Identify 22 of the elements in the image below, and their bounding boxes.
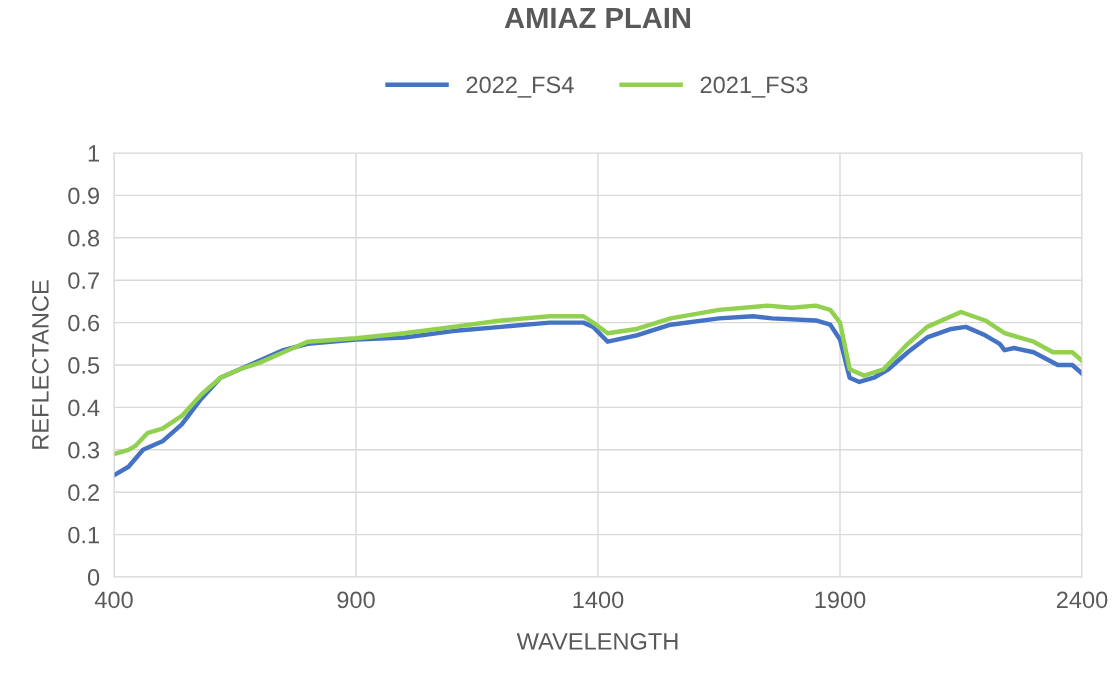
x-axis-title: WAVELENGTH	[516, 632, 678, 650]
x-tick-label: 1900	[815, 591, 866, 609]
legend-label: 2021_FS3	[700, 76, 808, 98]
y-tick-label: 0	[87, 569, 100, 586]
x-tick-label: 1400	[573, 591, 624, 609]
x-tick-label: 400	[94, 591, 133, 609]
line-series	[114, 303, 1082, 457]
legend-label: 2022_FS4	[466, 76, 574, 98]
y-axis-title: REFLECTANCE	[32, 280, 49, 449]
y-tick-label: 0.6	[68, 314, 100, 332]
y-tick-label: 0.8	[68, 229, 100, 247]
y-tick-label: 0.9	[68, 187, 99, 205]
y-tick-label: 0.7	[68, 272, 99, 289]
y-tick-label: 0.3	[68, 441, 100, 459]
chart-title: AMIAZ PLAIN	[504, 7, 691, 28]
y-tick-label: 0.5	[68, 357, 100, 374]
y-tick-label: 0.1	[68, 526, 99, 544]
y-tick-label: 0.2	[68, 484, 99, 501]
y-tick-label: 0.4	[68, 399, 100, 417]
x-tick-label: 2400	[1056, 591, 1108, 609]
x-tick-label: 900	[337, 591, 375, 609]
y-tick-label: 1	[88, 145, 99, 162]
